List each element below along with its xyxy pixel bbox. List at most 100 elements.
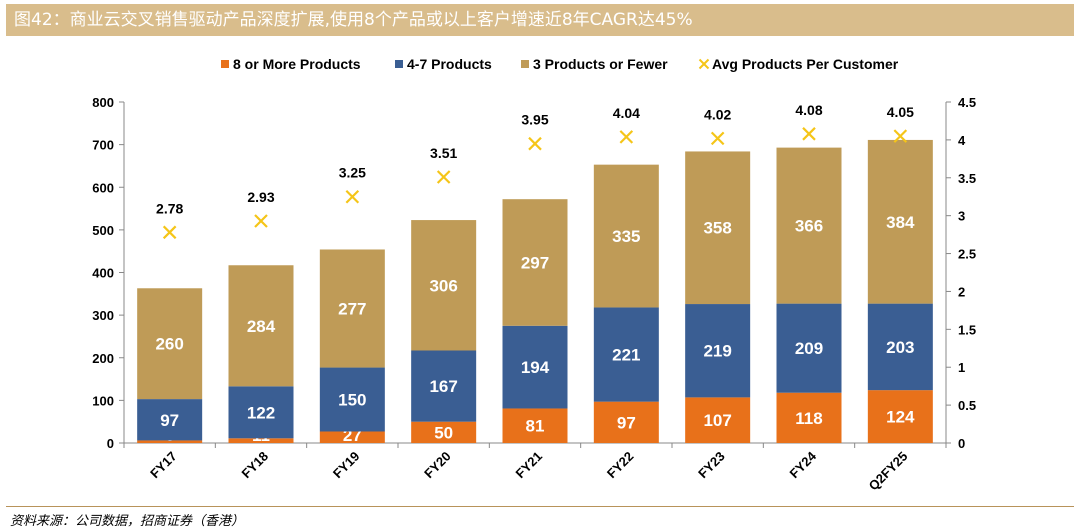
legend-label: Avg Products Per Customer (712, 56, 899, 72)
bar-data-label: 107 (703, 411, 731, 430)
bar-segment (685, 304, 751, 398)
y-tick-label: 700 (92, 138, 114, 153)
figure-title: 图42：商业云交叉销售驱动产品深度扩展,使用8个产品或以上客户增速近8年CAGR… (6, 4, 1074, 36)
bar-segment (776, 392, 842, 443)
legend-x-icon (698, 58, 710, 70)
bar-segment (137, 399, 203, 441)
y-tick-label: 400 (92, 266, 114, 281)
source-note: 资料来源：公司数据，招商证券（香港） (10, 514, 245, 529)
bar-data-label: 194 (521, 358, 550, 377)
bar-segment (411, 421, 477, 443)
x-tick-label: FY24 (787, 448, 820, 481)
avg-marker (528, 136, 542, 151)
bar-segment (411, 220, 477, 351)
bar-segment (593, 307, 659, 402)
avg-data-label: 2.93 (247, 189, 274, 205)
avg-data-label: 4.02 (704, 106, 731, 122)
bar-segment (502, 325, 568, 409)
avg-marker (254, 214, 268, 228)
x-tick-label: FY17 (147, 449, 180, 482)
bar-segment (776, 303, 842, 393)
x-tick-label: FY19 (330, 449, 363, 482)
bar-data-label: 335 (612, 227, 640, 246)
bar-data-label: 167 (429, 377, 457, 396)
y2-tick-label: 1.5 (958, 322, 976, 337)
x-tick-label: FY18 (239, 449, 272, 482)
bar-segment (685, 151, 751, 305)
legend-swatch (521, 60, 529, 68)
bar-segment (502, 408, 568, 443)
bar-data-label: 358 (703, 219, 731, 238)
bar-segment (867, 303, 933, 391)
bar-data-label: 203 (886, 338, 914, 357)
bar-segment (137, 440, 203, 443)
bar-segment (319, 249, 385, 368)
y2-tick-label: 2.5 (958, 247, 976, 262)
bar-data-label: 97 (160, 411, 179, 430)
bar-data-label: 150 (338, 391, 366, 410)
y-tick-label: 600 (92, 180, 114, 195)
bar-data-label: 284 (247, 317, 276, 336)
bar-data-label: 221 (612, 346, 640, 365)
legend-swatch (221, 60, 229, 68)
bar-segment (685, 397, 751, 443)
avg-data-label: 4.08 (795, 102, 822, 118)
bar-data-label: 122 (247, 403, 275, 422)
y2-tick-label: 2 (958, 284, 965, 299)
y-tick-label: 0 (107, 436, 114, 451)
bar-segment (593, 401, 659, 443)
bar-data-label: 277 (338, 300, 366, 319)
legend-label: 8 or More Products (233, 56, 361, 72)
y2-tick-label: 4 (958, 133, 966, 148)
stacked-bar-chart: 0 100 200 300 400 500 600 700 800 0 0.5 1 1.5 2 2.5 3 3.… (92, 56, 976, 494)
bar-data-label: 260 (155, 335, 183, 354)
bar-segment (228, 386, 294, 439)
avg-marker (893, 129, 908, 143)
bar-data-label: 81 (526, 417, 545, 436)
bar-segment (319, 367, 385, 432)
y2-tick-label: 0.5 (958, 398, 976, 413)
avg-data-label: 3.51 (430, 145, 457, 161)
y2-tick-label: 3 (958, 209, 965, 224)
avg-data-label: 2.78 (156, 200, 183, 216)
avg-data-label: 3.95 (521, 112, 548, 128)
x-tick-label: FY20 (421, 449, 454, 482)
y2-tick-label: 1 (958, 360, 965, 375)
y2-tick-label: 3.5 (958, 171, 976, 186)
avg-marker (619, 130, 634, 144)
legend-label: 4-7 Products (407, 56, 492, 72)
x-tick-label: Q2FY25 (866, 449, 911, 494)
bar-segment (593, 164, 659, 308)
x-tick-label: FY23 (695, 449, 728, 482)
bar-data-label: 97 (617, 413, 636, 432)
avg-data-label: 3.25 (339, 165, 366, 181)
bar-segment (319, 431, 385, 443)
x-tick-label: FY21 (513, 449, 546, 482)
bar-segment (137, 288, 203, 400)
bar-data-label: 50 (434, 423, 453, 442)
bar-segment (228, 438, 294, 443)
bar-data-label: 118 (795, 409, 822, 428)
y-tick-label: 500 (92, 223, 114, 238)
bar-segment (867, 139, 933, 304)
bar-segment (411, 350, 477, 422)
y2-tick-label: 4.5 (958, 95, 976, 110)
bar-data-label: 124 (886, 408, 915, 427)
y-tick-label: 200 (92, 351, 114, 366)
x-tick-label: FY22 (604, 449, 637, 482)
y2-tick-label: 0 (958, 436, 965, 451)
footer-divider (6, 506, 1074, 507)
legend-label: 3 Products or Fewer (533, 56, 668, 72)
y-tick-label: 300 (92, 308, 114, 323)
y-tick-label: 100 (92, 393, 114, 408)
avg-marker (345, 189, 360, 204)
avg-data-label: 4.05 (887, 104, 914, 120)
bar-data-label: 306 (429, 276, 457, 295)
bar-segment (228, 265, 294, 387)
legend-swatch (395, 60, 403, 68)
bar-data-label: 209 (795, 339, 823, 358)
avg-data-label: 4.04 (613, 105, 640, 121)
bar-data-label: 384 (886, 213, 915, 232)
avg-marker (162, 225, 177, 240)
bar-segment (776, 147, 842, 304)
